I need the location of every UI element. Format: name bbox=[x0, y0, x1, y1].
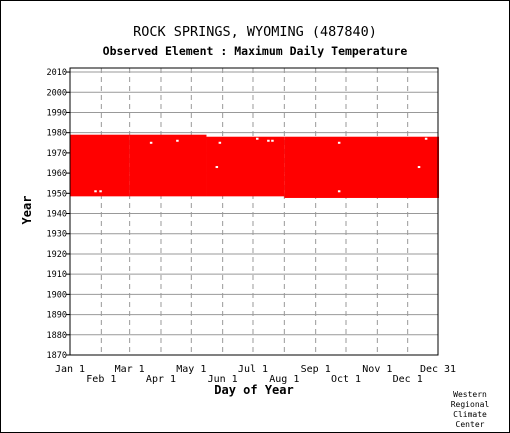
data-coverage-block bbox=[70, 134, 130, 197]
missing-data-point bbox=[417, 166, 421, 169]
missing-data-point bbox=[271, 139, 274, 142]
x-tick-label: Nov 1 bbox=[362, 364, 392, 375]
missing-data-point bbox=[149, 141, 153, 144]
missing-data-point bbox=[99, 190, 102, 193]
missing-data-point bbox=[267, 139, 270, 142]
x-tick-label: Sep 1 bbox=[301, 364, 331, 375]
y-tick-label: 1940 bbox=[47, 210, 67, 220]
x-tick-label: Feb 1 bbox=[86, 374, 116, 385]
y-tick-label: 1900 bbox=[47, 290, 67, 300]
missing-data-point bbox=[176, 139, 179, 142]
x-tick-label: Jun 1 bbox=[208, 374, 238, 385]
y-tick-label: 1870 bbox=[47, 351, 67, 361]
x-tick-label: Oct 1 bbox=[331, 374, 361, 385]
credit-line: Climate bbox=[453, 410, 487, 419]
y-tick-label: 1970 bbox=[47, 149, 67, 159]
y-tick-label: 2000 bbox=[47, 88, 67, 98]
x-axis-label: Day of Year bbox=[214, 383, 293, 397]
x-tick-label: May 1 bbox=[176, 364, 206, 375]
missing-data-point bbox=[215, 166, 219, 169]
x-tick-label: Jan 1 bbox=[55, 364, 85, 375]
chart-subtitle: Observed Element : Maximum Daily Tempera… bbox=[102, 44, 408, 58]
missing-data-point bbox=[337, 190, 341, 193]
y-tick-label: 1950 bbox=[47, 189, 67, 199]
y-tick-label: 1930 bbox=[47, 230, 67, 240]
missing-data-point bbox=[94, 190, 97, 193]
x-axis-ticks: Jan 1 Mar 1 May 1 Jul 1 Sep 1 Nov 1 Dec 31 Feb … bbox=[55, 364, 456, 385]
y-tick-label: 1990 bbox=[47, 108, 67, 118]
y-tick-label: 1880 bbox=[47, 331, 67, 341]
data-coverage-block bbox=[284, 136, 440, 198]
chart-title: ROCK SPRINGS, WYOMING (487840) bbox=[133, 24, 377, 40]
plot-border bbox=[69, 67, 439, 356]
credit-block: Western Regional Climate Center bbox=[450, 390, 490, 430]
y-tick-label: 1890 bbox=[47, 311, 67, 321]
y-tick-label: 1960 bbox=[47, 169, 67, 179]
data-coverage-block bbox=[129, 134, 207, 197]
y-tick-label: 1980 bbox=[47, 129, 67, 139]
y-tick-label: 2010 bbox=[47, 68, 67, 78]
y-axis-ticks: 1870 1880 1890 1900 1910 1920 1930 1940 1950 1960… bbox=[47, 68, 70, 361]
x-tick-label: Apr 1 bbox=[146, 374, 176, 385]
y-tick-label: 1920 bbox=[47, 250, 67, 260]
x-tick-label: Dec 1 bbox=[393, 374, 423, 385]
data-marks bbox=[70, 134, 440, 198]
missing-data-point bbox=[424, 137, 428, 140]
grid-lines bbox=[70, 68, 438, 356]
x-tick-label: Aug 1 bbox=[269, 374, 299, 385]
credit-line: Center bbox=[455, 420, 485, 429]
y-axis-label: Year bbox=[20, 196, 34, 225]
missing-data-point bbox=[256, 137, 259, 140]
x-tick-label: Mar 1 bbox=[115, 364, 145, 375]
credit-line: Regional bbox=[450, 400, 490, 409]
data-coverage-block bbox=[206, 136, 285, 197]
y-tick-label: 1910 bbox=[47, 270, 67, 280]
credit-line: Western bbox=[453, 390, 487, 399]
missing-data-point bbox=[218, 141, 222, 144]
x-tick-label: Jul 1 bbox=[238, 364, 268, 375]
x-tick-label: Dec 31 bbox=[420, 364, 456, 375]
missing-data-point bbox=[337, 141, 341, 144]
